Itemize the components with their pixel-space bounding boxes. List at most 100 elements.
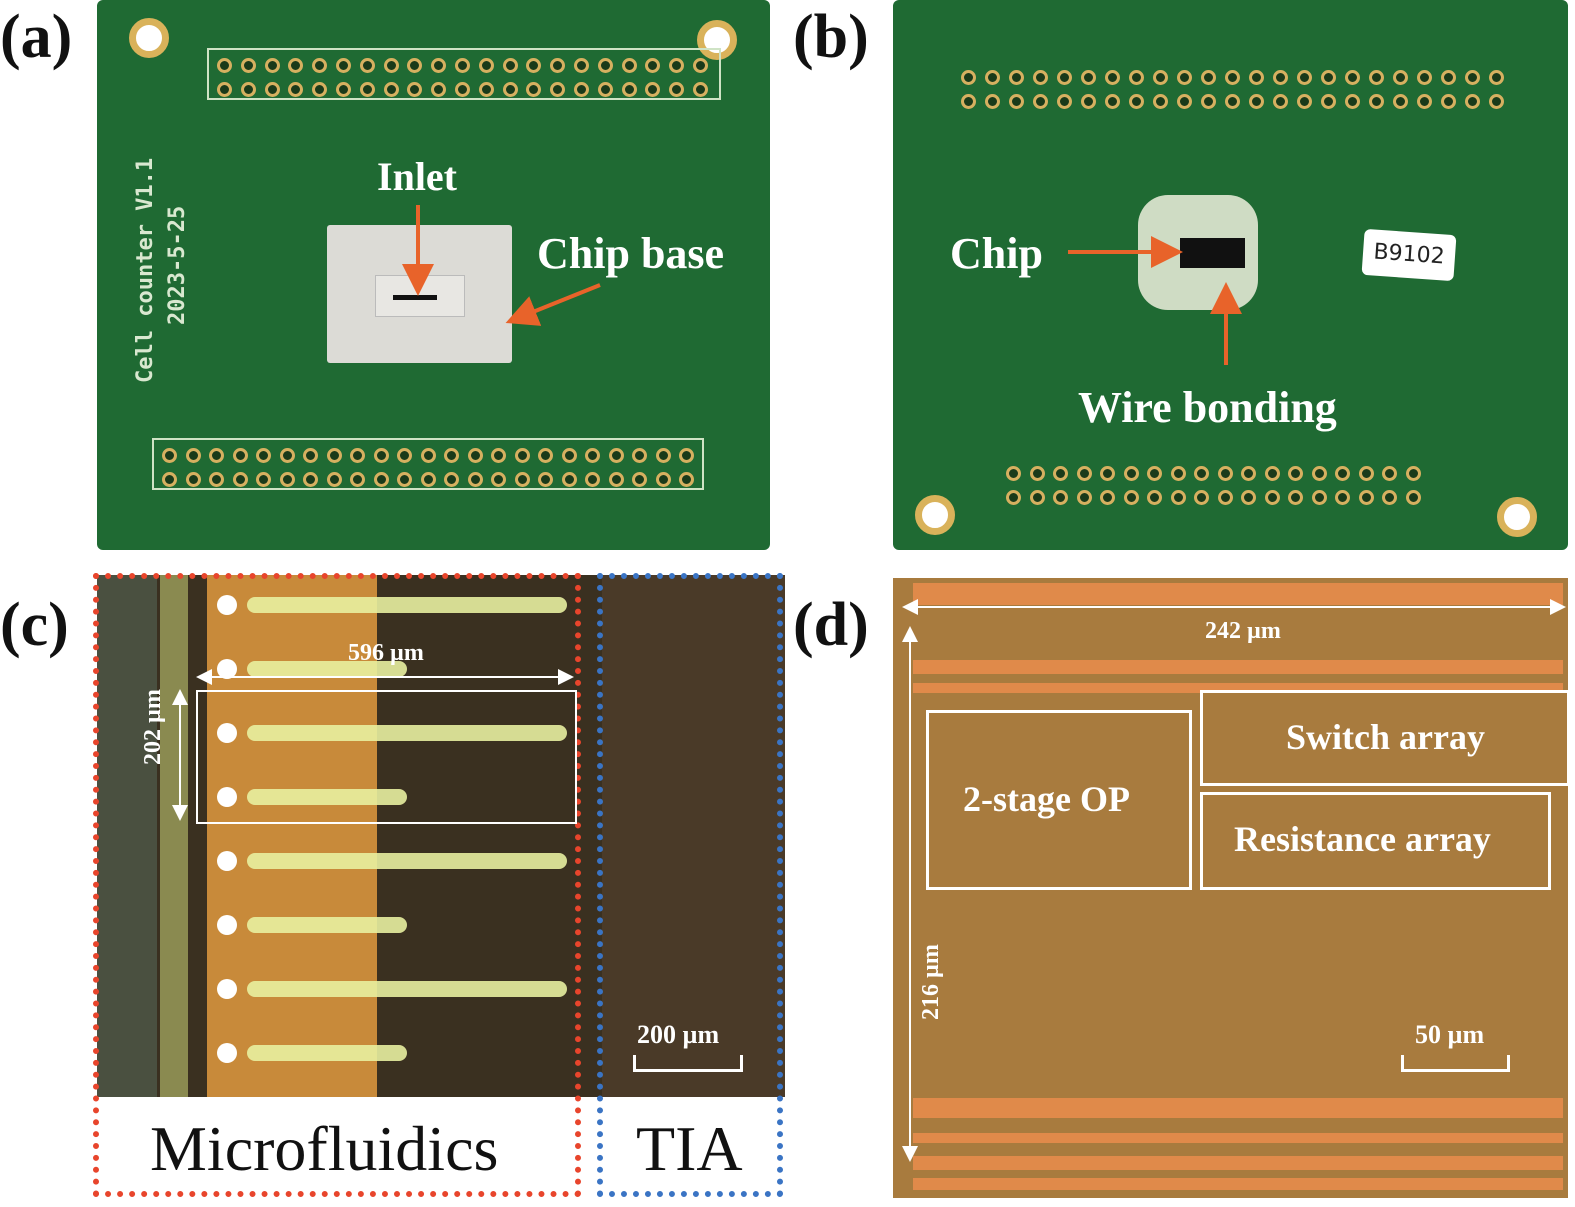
pin-hole [679,448,694,463]
pin-hole [209,472,224,487]
pin-hole [288,58,304,73]
pin-hole [1288,490,1303,505]
pin-hole [1006,490,1021,505]
metal-line [913,683,1563,693]
tia-label: TIA [636,1113,743,1184]
pin-hole [279,448,295,463]
pin-hole [1405,466,1421,481]
pin-hole [1081,94,1096,109]
pin-hole [1264,466,1280,481]
pin-hole [1129,94,1144,109]
pin-hole [232,448,248,463]
panel-a-label: (a) [0,3,73,71]
fluidic-channel [247,853,567,869]
pin-hole [1297,94,1312,109]
pin-hole [383,58,399,73]
pin-hole [444,448,459,463]
pin-hole [1177,70,1192,85]
pin-hole [303,472,318,487]
pin-hole [1153,70,1168,85]
pin-hole [1170,490,1186,505]
pin-hole [679,472,694,487]
pin-hole [1105,70,1120,85]
pin-hole [1123,490,1139,505]
scale-bar-d-label: 50 µm [1415,1020,1485,1049]
pin-hole [655,472,671,487]
pin-hole [1241,490,1256,505]
electrode-pad [217,979,237,999]
pin-hole [217,82,232,97]
fluidic-channel [247,981,567,997]
fluidic-channel [247,789,407,805]
pin-hole [621,58,637,73]
pin-hole [574,58,589,73]
channel-highlight-box [196,690,577,824]
op-block-label: 2-stage OP [963,779,1130,819]
pin-hole [669,58,685,73]
pin-hole [597,58,613,73]
metal-line [913,1178,1563,1190]
pin-hole [256,448,271,463]
pin-hole [1297,70,1312,85]
pin-hole [1345,94,1360,109]
pin-hole [478,58,494,73]
tia-region [602,575,785,1097]
wire-bonding-label: Wire bonding [1078,383,1337,432]
pin-hole [632,448,647,463]
pin-hole [1194,490,1209,505]
metal-line [913,1156,1563,1170]
pin-hole [645,58,661,73]
pin-hole [608,472,624,487]
pin-hole [1033,94,1048,109]
pin-hole [264,82,280,97]
pin-hole [1358,490,1374,505]
electrode-pad [217,1043,237,1063]
pin-hole [1217,466,1233,481]
pin-hole [1029,490,1045,505]
pin-hole [1153,94,1168,109]
pin-hole [312,82,328,97]
pin-hole [1053,466,1068,481]
width-dimension-d: 242 µm [1205,618,1281,644]
pin-hole [574,82,589,97]
pin-hole [1100,490,1115,505]
pin-hole [1129,70,1144,85]
panel-c-label: (c) [0,591,69,659]
pin-hole [1177,94,1192,109]
pin-hole [502,58,518,73]
pin-hole [256,472,271,487]
pin-hole [383,82,399,97]
pin-hole [264,58,280,73]
chip-base-arrow [505,283,601,326]
fluidic-channel [247,917,407,933]
pin-hole [240,82,256,97]
pin-hole [693,58,708,73]
pin-hole [514,472,530,487]
pin-hole [1345,70,1360,85]
pin-hole [491,448,506,463]
panel-b-label: (b) [793,3,869,71]
mount-hole [129,18,169,58]
pin-hole [312,58,328,73]
pin-hole [420,472,436,487]
pin-hole [373,448,389,463]
switch-array-label: Switch array [1286,717,1485,757]
pin-hole [1249,70,1264,85]
pin-hole [1194,466,1209,481]
microfluidics-label: Microfluidics [150,1113,499,1184]
pin-hole [431,58,447,73]
electrode-pad [217,723,237,743]
pin-hole [1335,466,1350,481]
metal-line [913,660,1563,674]
pin-hole [1033,70,1048,85]
pin-hole [232,472,248,487]
pin-hole [185,472,201,487]
electrode-pad [217,851,237,871]
pin-hole [397,472,412,487]
pin-hole [1201,94,1216,109]
tia-box [597,573,783,1197]
pin-hole [1009,70,1024,85]
pin-hole [1321,94,1336,109]
pin-hole [420,448,436,463]
